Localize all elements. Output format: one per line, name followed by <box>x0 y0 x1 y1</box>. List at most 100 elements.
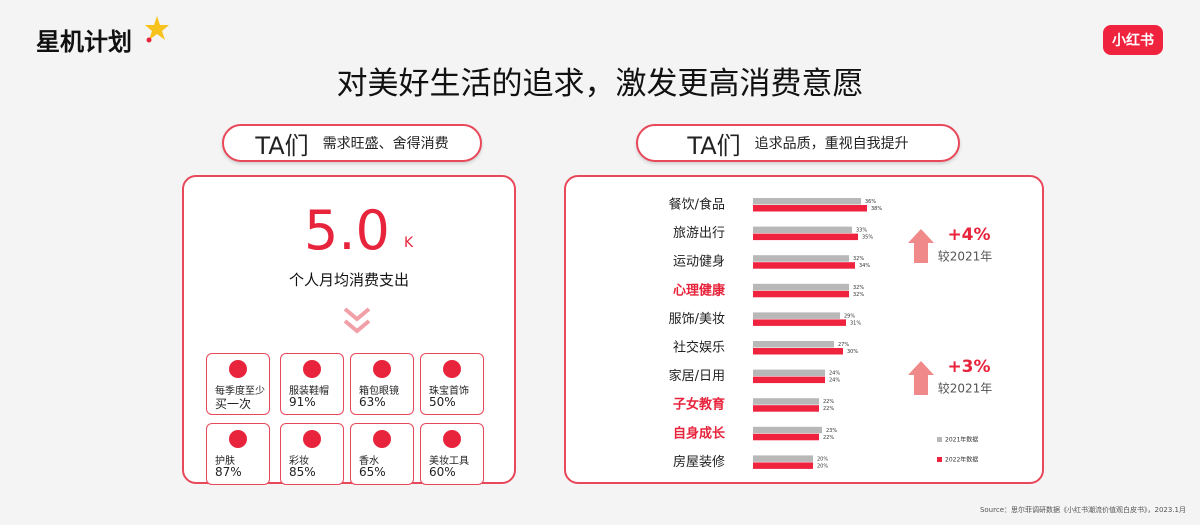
legend-label: 2021年数据 <box>945 436 978 444</box>
category-label: 房屋装修 <box>673 454 725 470</box>
arrow <box>908 361 934 395</box>
bar <box>753 255 849 262</box>
value-label: 20% <box>817 463 828 469</box>
value-label: 38% <box>871 206 882 212</box>
left-tag: TA们 需求旺盛、舍得消费 <box>222 124 482 162</box>
value-label: 20% <box>817 456 828 462</box>
category-label: 服饰/美妆 <box>669 312 725 327</box>
annotation: +4% <box>947 225 990 245</box>
bar <box>753 283 849 291</box>
icon <box>373 360 391 378</box>
category-card: 服装鞋帽 91% <box>280 353 344 415</box>
card-value: 50% <box>429 395 456 409</box>
bar <box>753 426 822 434</box>
bar <box>753 455 813 462</box>
category-card: 每季度至少 买一次 <box>206 353 270 415</box>
annotation-sub: 较2021年 <box>938 249 993 264</box>
card-value: 60% <box>429 465 456 479</box>
icon <box>373 430 391 448</box>
icon <box>303 430 321 448</box>
value-label: 34% <box>859 263 870 269</box>
value-label: 23% <box>826 428 837 434</box>
card-label: 美妆工具 <box>429 456 469 467</box>
category-label: 心理健康 <box>673 282 726 298</box>
category-card: 护肤 87% <box>206 423 270 485</box>
icon <box>443 360 461 378</box>
unit: K <box>404 235 414 251</box>
category-label: 子女教育 <box>673 397 725 413</box>
bar <box>753 290 849 298</box>
card-label: 护肤 <box>215 456 235 467</box>
value-label: 32% <box>853 256 864 262</box>
value-label: 22% <box>823 406 834 412</box>
bar <box>753 376 825 384</box>
logo: 星机计划 <box>36 28 132 56</box>
value-label: 36% <box>865 199 876 205</box>
big-number: 5.0 <box>304 199 390 262</box>
card-value: 65% <box>359 465 386 479</box>
value-label: 24% <box>829 378 840 384</box>
value-label: 29% <box>844 313 855 319</box>
card-value: 63% <box>359 395 386 409</box>
caption: 个人月均消费支出 <box>288 271 409 289</box>
bar <box>753 433 819 441</box>
bar <box>753 205 867 212</box>
card-label: 珠宝首饰 <box>429 386 469 397</box>
category-label: 家居/日用 <box>669 368 725 384</box>
card-label: 香水 <box>359 456 379 467</box>
category-card: 珠宝首饰 50% <box>420 353 484 415</box>
card-value: 85% <box>289 465 316 479</box>
card-value: 买一次 <box>215 397 252 411</box>
page-title: 对美好生活的追求，激发更高消费意愿 <box>336 66 864 102</box>
legend-swatch <box>937 457 942 462</box>
card-label: 箱包眼镜 <box>359 386 399 397</box>
legend-label: 2022年数据 <box>945 456 978 464</box>
bar <box>753 398 819 405</box>
logo-star <box>145 16 169 43</box>
tag: TA们 <box>687 131 741 160</box>
bar <box>753 341 834 348</box>
icon <box>443 430 461 448</box>
category-card: 彩妆 85% <box>280 423 344 485</box>
tag: TA们 <box>255 131 309 160</box>
chevrons <box>343 307 371 334</box>
arrow <box>908 229 934 263</box>
card-value: 91% <box>289 395 316 409</box>
bar <box>753 198 861 205</box>
bar <box>753 462 813 469</box>
bar <box>753 226 852 234</box>
value-label: 22% <box>823 435 834 441</box>
source: Source：思尔菲调研数据《小红书潮流价值观白皮书》，2023.1月 <box>979 506 1186 514</box>
card-value: 87% <box>215 465 242 479</box>
icon <box>303 360 321 378</box>
card-label: 彩妆 <box>289 456 309 467</box>
category-card: 箱包眼镜 63% <box>350 353 414 415</box>
value-label: 27% <box>838 342 849 348</box>
value-label: 32% <box>853 285 864 291</box>
value-label: 33% <box>856 228 867 234</box>
card-label: 服装鞋帽 <box>289 386 329 397</box>
bar <box>753 319 846 326</box>
value-label: 24% <box>829 371 840 377</box>
value-label: 22% <box>823 399 834 405</box>
category-label: 运动健身 <box>673 254 725 270</box>
value-label: 30% <box>847 349 858 355</box>
category-label: 旅游出行 <box>673 226 725 241</box>
bar <box>753 369 825 377</box>
category-card: 美妆工具 60% <box>420 423 484 485</box>
icon <box>229 360 247 378</box>
category-label: 餐饮/食品 <box>669 197 725 213</box>
value-label: 31% <box>850 320 861 326</box>
tagline: 需求旺盛、舍得消费 <box>322 136 449 152</box>
left-panel: 5.0 K 个人月均消费支出 每季度至少 买一次 服装鞋帽 91% 箱包眼镜 63% 珠宝首… <box>182 175 516 485</box>
bar <box>753 233 858 241</box>
bar <box>753 405 819 412</box>
annotation-sub: 较2021年 <box>938 381 993 396</box>
chart: 餐饮/食品 36%38%旅游出行 33%35%运动健身 32%34%心理健康 32%32… <box>669 197 993 470</box>
category-label: 社交娱乐 <box>673 340 725 356</box>
tagline: 追求品质，重视自我提升 <box>754 136 909 152</box>
annotation: +3% <box>947 357 990 377</box>
icon <box>229 430 247 448</box>
legend-swatch <box>937 437 942 442</box>
category-label: 自身成长 <box>673 425 726 441</box>
